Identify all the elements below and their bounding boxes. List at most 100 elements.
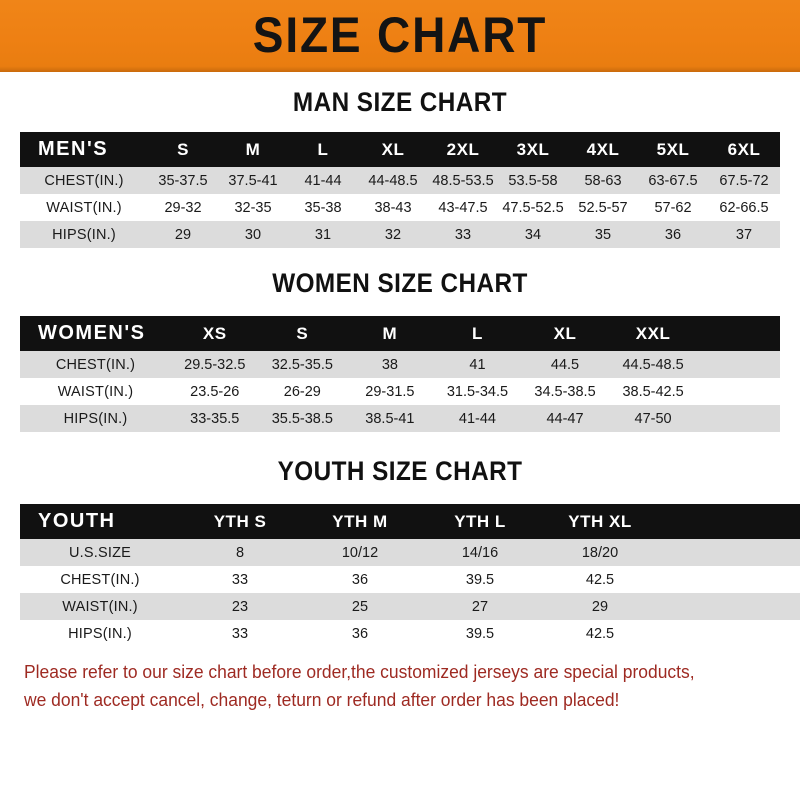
youth-header-filler (660, 504, 800, 539)
youth-cell-filler (660, 620, 800, 647)
man-table-wrapper: MEN'S S M L XL 2XL 3XL 4XL 5XL 6XL CHEST… (20, 132, 780, 248)
women-cell: 38 (346, 351, 434, 378)
youth-cell: 29 (540, 593, 660, 620)
youth-cell: 25 (300, 593, 420, 620)
man-corner-label: MEN'S (20, 132, 148, 167)
women-cell-filler (697, 351, 780, 378)
table-row: HIPS(IN.) 29 30 31 32 33 34 35 36 37 (20, 221, 780, 248)
women-cell: 29-31.5 (346, 378, 434, 405)
man-cell: 35 (568, 221, 638, 248)
youth-col-header: YTH XL (540, 504, 660, 539)
youth-cell-filler (660, 566, 800, 593)
page-banner: SIZE CHART (0, 0, 800, 72)
women-col-header: M (346, 316, 434, 351)
women-cell: 38.5-41 (346, 405, 434, 432)
table-row: WAIST(IN.) 29-32 32-35 35-38 38-43 43-47… (20, 194, 780, 221)
youth-cell: 39.5 (420, 620, 540, 647)
youth-col-header: YTH L (420, 504, 540, 539)
youth-table-header-row: YOUTH YTH S YTH M YTH L YTH XL (20, 504, 800, 539)
women-cell-filler (697, 405, 780, 432)
table-row: WAIST(IN.) 23.5-26 26-29 29-31.5 31.5-34… (20, 378, 780, 405)
women-table-wrapper: WOMEN'S XS S M L XL XXL CHEST(IN.) 29.5-… (20, 316, 780, 432)
youth-cell: 36 (300, 566, 420, 593)
man-col-header: 3XL (498, 132, 568, 167)
women-col-header: XS (170, 316, 259, 351)
man-size-table: MEN'S S M L XL 2XL 3XL 4XL 5XL 6XL CHEST… (20, 132, 780, 248)
youth-cell: 14/16 (420, 539, 540, 566)
man-cell: 33 (428, 221, 498, 248)
man-cell: 63-67.5 (638, 167, 708, 194)
women-row-label: HIPS(IN.) (20, 405, 171, 432)
youth-col-header: YTH M (300, 504, 420, 539)
man-col-header: 5XL (638, 132, 708, 167)
youth-size-table: YOUTH YTH S YTH M YTH L YTH XL U.S.SIZE … (20, 504, 800, 647)
youth-cell-filler (660, 593, 800, 620)
youth-row-label: CHEST(IN.) (20, 566, 180, 593)
spacer (0, 248, 800, 270)
disclaimer-line-1: Please refer to our size chart before or… (24, 662, 695, 682)
youth-table-wrapper: YOUTH YTH S YTH M YTH L YTH XL U.S.SIZE … (20, 504, 800, 647)
table-row: U.S.SIZE 8 10/12 14/16 18/20 (20, 539, 800, 566)
man-cell: 38-43 (358, 194, 428, 221)
youth-cell-filler (660, 539, 800, 566)
man-cell: 29-32 (148, 194, 218, 221)
man-cell: 37.5-41 (218, 167, 288, 194)
youth-section-title: YOUTH SIZE CHART (277, 456, 523, 486)
man-cell: 31 (288, 221, 358, 248)
man-cell: 29 (148, 221, 218, 248)
man-col-header: 4XL (568, 132, 638, 167)
youth-cell: 18/20 (540, 539, 660, 566)
man-cell: 62-66.5 (708, 194, 780, 221)
youth-row-label: WAIST(IN.) (20, 593, 180, 620)
table-row: HIPS(IN.) 33 36 39.5 42.5 (20, 620, 800, 647)
disclaimer-line-2: we don't accept cancel, change, teturn o… (24, 689, 620, 710)
spacer (0, 485, 800, 504)
youth-cell: 36 (300, 620, 420, 647)
women-col-header: L (433, 316, 522, 351)
women-cell: 32.5-35.5 (258, 351, 347, 378)
spacer (0, 647, 800, 659)
man-cell: 52.5-57 (568, 194, 638, 221)
youth-cell: 42.5 (540, 566, 660, 593)
man-col-header: M (218, 132, 288, 167)
man-cell: 53.5-58 (498, 167, 568, 194)
spacer (0, 432, 800, 458)
man-col-header: L (288, 132, 358, 167)
youth-cell: 33 (180, 566, 300, 593)
youth-cell: 33 (180, 620, 300, 647)
man-cell: 34 (498, 221, 568, 248)
women-col-header: XL (521, 316, 609, 351)
women-corner-label: WOMEN'S (20, 316, 171, 351)
youth-col-header: YTH S (180, 504, 300, 539)
women-cell: 47-50 (608, 405, 698, 432)
man-cell: 37 (708, 221, 780, 248)
man-row-label: WAIST(IN.) (20, 194, 148, 221)
women-header-filler (697, 316, 780, 351)
youth-cell: 42.5 (540, 620, 660, 647)
women-table-header-row: WOMEN'S XS S M L XL XXL (20, 316, 780, 351)
women-col-header: XXL (608, 316, 698, 351)
table-row: WAIST(IN.) 23 25 27 29 (20, 593, 800, 620)
table-row: CHEST(IN.) 29.5-32.5 32.5-35.5 38 41 44.… (20, 351, 780, 378)
women-row-label: CHEST(IN.) (20, 351, 171, 378)
women-cell-filler (697, 378, 780, 405)
women-cell: 23.5-26 (170, 378, 259, 405)
man-row-label: CHEST(IN.) (20, 167, 148, 194)
youth-cell: 27 (420, 593, 540, 620)
man-table-header-row: MEN'S S M L XL 2XL 3XL 4XL 5XL 6XL (20, 132, 780, 167)
man-col-header: XL (358, 132, 428, 167)
women-cell: 44-47 (521, 405, 609, 432)
table-row: CHEST(IN.) 33 36 39.5 42.5 (20, 566, 800, 593)
man-cell: 47.5-52.5 (498, 194, 568, 221)
man-cell: 30 (218, 221, 288, 248)
man-cell: 35-38 (288, 194, 358, 221)
women-cell: 44.5 (521, 351, 609, 378)
spacer (0, 116, 800, 132)
women-cell: 44.5-48.5 (608, 351, 698, 378)
man-col-header: S (148, 132, 218, 167)
man-cell: 67.5-72 (708, 167, 780, 194)
man-cell: 35-37.5 (148, 167, 218, 194)
youth-corner-label: YOUTH (20, 504, 180, 539)
women-cell: 41 (433, 351, 522, 378)
